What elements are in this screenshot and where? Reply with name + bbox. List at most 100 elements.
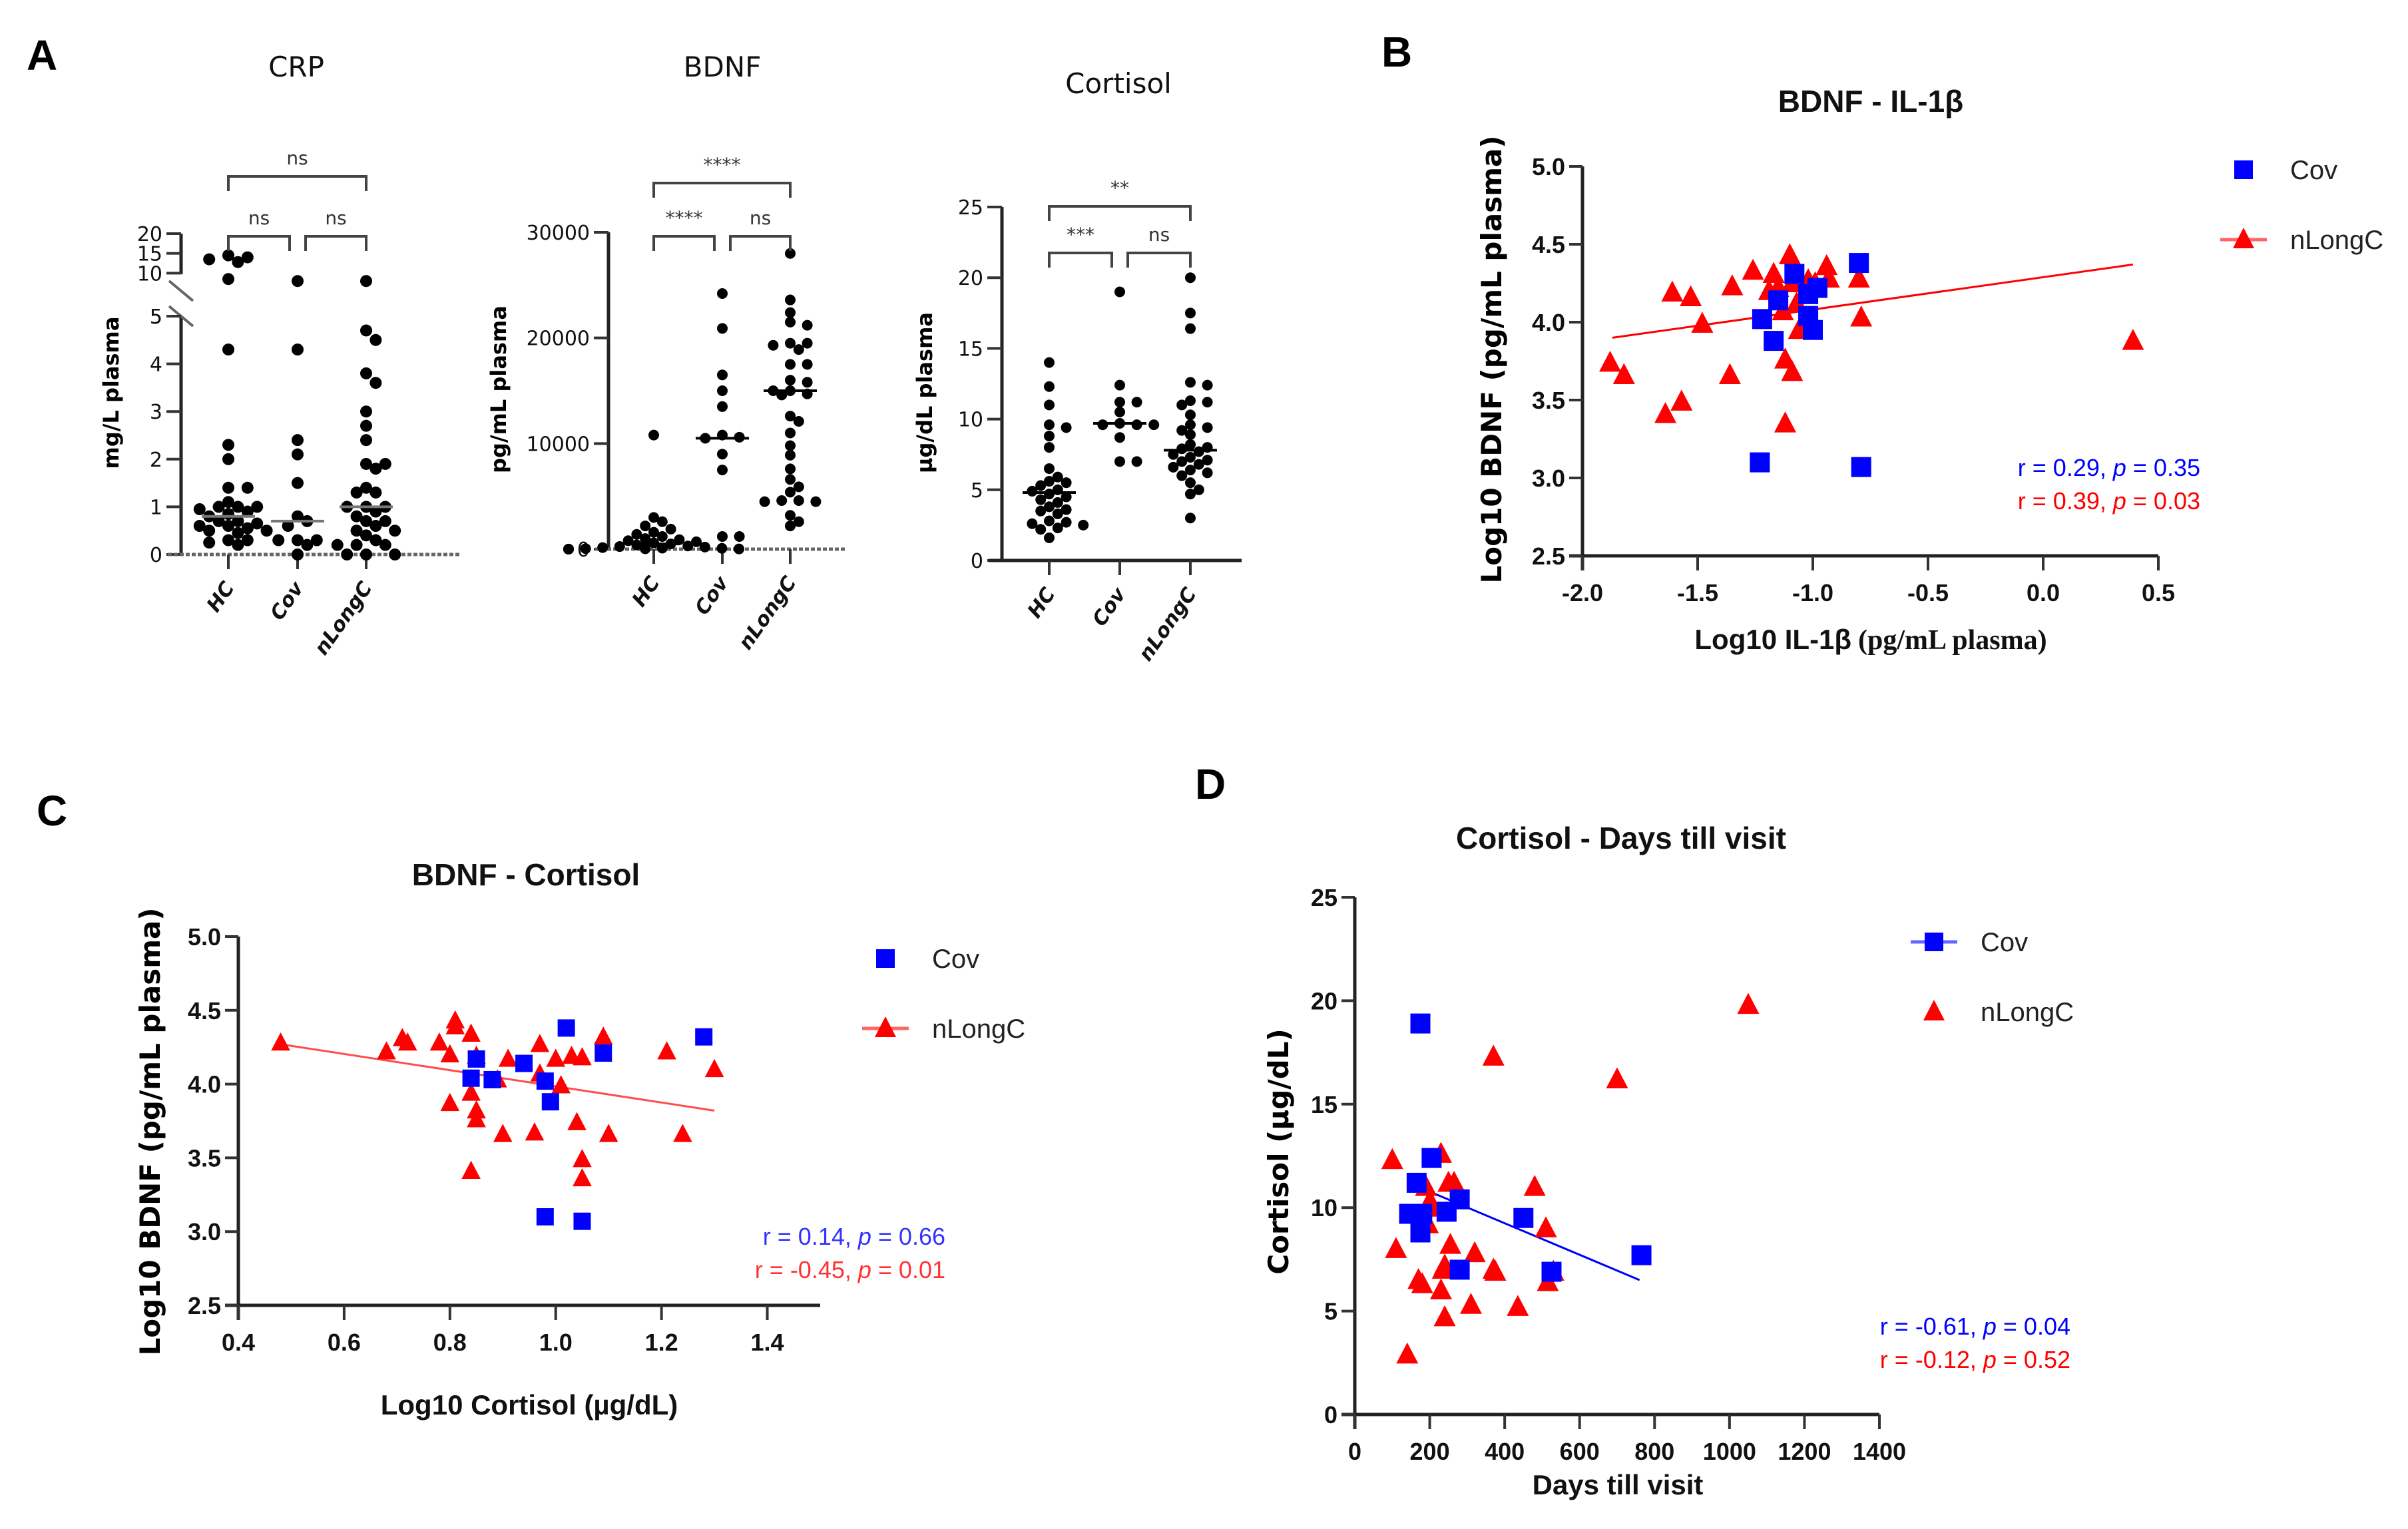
- x-axis-label-d: Days till visit: [1533, 1469, 1704, 1500]
- y-tick-label: 15: [958, 337, 983, 361]
- data-point: [241, 481, 254, 494]
- panel-letter-d: D: [1195, 760, 1226, 808]
- legend: Cov nLongC: [1911, 928, 2074, 1027]
- nlongc-data-point: [440, 1092, 460, 1112]
- y-tick-label: 5.0: [1532, 153, 1565, 180]
- data-point: [1044, 515, 1055, 527]
- stat-p-symbol: p: [1983, 1313, 1997, 1340]
- cov-data-point: [1764, 331, 1784, 351]
- data-point: [1131, 397, 1142, 408]
- data-point: [1185, 323, 1196, 334]
- y-tick-label: 3.5: [188, 1144, 221, 1172]
- data-point: [793, 344, 804, 355]
- y-tick-label: 4.5: [1532, 231, 1565, 258]
- data-point: [1185, 451, 1196, 463]
- nlongc-data-point: [1433, 1305, 1456, 1327]
- data-point: [1044, 442, 1055, 453]
- stat-p-symbol: p: [857, 1256, 871, 1283]
- data-point: [1078, 519, 1089, 531]
- data-point: [656, 531, 668, 542]
- y-axis-label-crp: mg/L plasma: [99, 317, 124, 469]
- nlongc-data-point: [530, 1034, 550, 1052]
- panel-letter-c: C: [37, 787, 67, 835]
- data-point: [360, 434, 372, 447]
- stat-r: r = -0.61,: [1880, 1313, 1983, 1340]
- nlongc-data-point: [1385, 1237, 1407, 1258]
- data-point: [793, 495, 804, 507]
- nlongc-data-point: [1762, 262, 1785, 283]
- x-tick-label: 0.5: [2142, 579, 2175, 606]
- y-tick-label: 0: [1324, 1401, 1337, 1428]
- data-point: [331, 539, 344, 551]
- x-tick-label: 1000: [1703, 1438, 1756, 1465]
- nlongc-data-point: [1774, 411, 1796, 433]
- cov-data-point: [467, 1050, 485, 1068]
- data-point: [1061, 504, 1072, 515]
- nlongc-data-point: [1778, 243, 1801, 264]
- nlongc-data-point: [1691, 312, 1714, 333]
- data-point: [614, 541, 625, 552]
- significance-label: ns: [325, 207, 346, 229]
- data-point: [360, 324, 372, 337]
- data-point: [1185, 477, 1196, 489]
- panel-d-marks: 0 5 10 15 20 25 0 200 400 600 800 1000 1200 1400 Cov nL…: [1311, 884, 2074, 1465]
- correlation-stat: r = -0.61, p = 0.04: [1880, 1313, 2070, 1340]
- data-point: [193, 503, 206, 515]
- cov-data-point: [1768, 290, 1789, 311]
- data-point: [1185, 377, 1196, 388]
- data-point: [1035, 524, 1047, 535]
- cov-data-point: [1421, 1148, 1442, 1168]
- data-point: [1131, 456, 1142, 467]
- nlongc-data-point: [593, 1026, 613, 1045]
- significance-label: ns: [1148, 224, 1170, 246]
- nlongc-data-point: [1443, 1170, 1465, 1192]
- x-category-label: nLongC: [310, 578, 377, 660]
- data-point: [292, 510, 304, 523]
- y-tick-label: 1: [150, 496, 162, 519]
- data-point: [1052, 508, 1063, 519]
- cov-data-point: [573, 1212, 591, 1230]
- panel-a-bdnf: BDNF pg/mL plasma 0100002000030000HCCovn…: [486, 51, 845, 654]
- data-point: [597, 542, 608, 553]
- data-point: [292, 434, 304, 447]
- data-point: [785, 474, 796, 485]
- panel-letter-a: A: [27, 31, 57, 79]
- data-point: [292, 477, 304, 489]
- data-point: [251, 517, 264, 530]
- data-point: [292, 343, 304, 356]
- data-point: [310, 534, 323, 546]
- nlongc-data-point: [573, 1047, 592, 1066]
- data-point: [785, 510, 796, 521]
- data-point: [292, 548, 304, 560]
- data-point: [1176, 425, 1188, 436]
- data-point: [802, 337, 813, 349]
- y-tick-label: 0: [971, 550, 983, 573]
- x-tick-label: -1.5: [1677, 579, 1718, 606]
- nlongc-data-point: [1606, 1067, 1628, 1089]
- x-category-label: Cov: [266, 576, 309, 624]
- y-axis-label-bdnf: pg/mL plasma: [486, 306, 511, 473]
- significance-label: ns: [286, 147, 308, 169]
- y-axis-label-d: Cortisol (µg/dL): [1262, 1028, 1295, 1274]
- panel-c-bdnf-cortisol: BDNF - Cortisol Log10 BDNF (pg/mL plasma…: [134, 857, 1025, 1420]
- data-point: [1168, 461, 1179, 473]
- data-point: [717, 465, 728, 475]
- data-point: [1052, 497, 1063, 508]
- x-category-label: HC: [202, 578, 240, 617]
- data-point: [360, 419, 372, 432]
- data-point: [350, 486, 363, 499]
- data-point: [793, 416, 804, 427]
- stat-r: r = 0.14,: [763, 1223, 858, 1250]
- x-axis-label-b-main: Log10 IL-1β: [1694, 624, 1851, 655]
- data-point: [785, 375, 796, 386]
- data-point: [203, 525, 216, 537]
- data-point: [1052, 523, 1063, 534]
- nlongc-data-point: [1737, 992, 1760, 1014]
- data-point: [785, 248, 796, 259]
- data-point: [389, 548, 401, 560]
- data-point: [1185, 465, 1196, 476]
- data-point: [232, 527, 244, 539]
- nlongc-data-point: [1680, 285, 1702, 307]
- data-point: [759, 496, 770, 507]
